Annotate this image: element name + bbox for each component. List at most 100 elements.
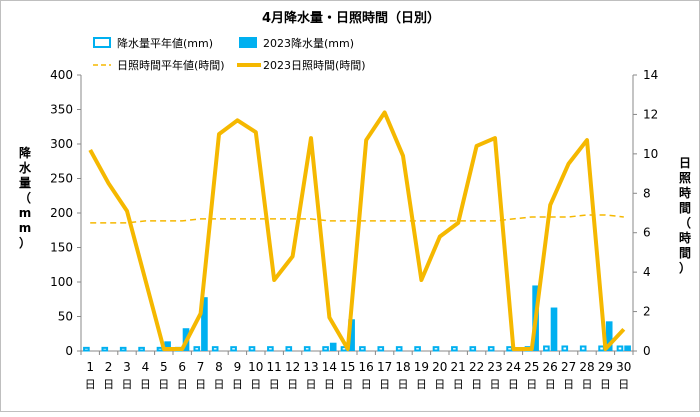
- legend-label: 2023降水量(mm): [263, 36, 354, 50]
- y-left-tick-label: 0: [65, 344, 73, 358]
- x-tick-label: 16: [359, 360, 374, 374]
- x-tick-label: 12: [285, 360, 300, 374]
- chart-title: 4月降水量・日照時間（日別）: [262, 10, 440, 26]
- y-left-tick-label: 150: [50, 241, 73, 255]
- y-left-title-char: m: [19, 221, 32, 235]
- axes: 050100150200250300350400024681012141日2日3…: [50, 68, 658, 391]
- x-tick-suffix: 日: [85, 378, 96, 391]
- x-tick-label: 2: [105, 360, 113, 374]
- bar-normal-precip: [543, 345, 550, 352]
- legend-label: 日照時間平年値(時間): [117, 58, 225, 72]
- x-tick-label: 22: [469, 360, 484, 374]
- bar-series: [83, 285, 631, 352]
- y-right-title: 日照時間（時間）: [679, 156, 691, 275]
- x-tick-label: 11: [267, 360, 282, 374]
- y-left-title-char: ）: [19, 235, 31, 250]
- x-tick-label: 19: [414, 360, 429, 374]
- x-tick-suffix: 日: [306, 378, 317, 391]
- x-tick-suffix: 日: [195, 378, 206, 391]
- x-tick-label: 10: [248, 360, 263, 374]
- y-right-tick-label: 8: [643, 186, 651, 200]
- x-tick-suffix: 日: [398, 378, 409, 391]
- y-right-title-char: 照: [679, 170, 691, 185]
- x-tick-label: 14: [322, 360, 337, 374]
- bar-normal-precip: [248, 346, 256, 352]
- x-tick-suffix: 日: [342, 378, 353, 391]
- y-right-title-char: 時: [679, 230, 691, 245]
- x-tick-suffix: 日: [103, 378, 114, 391]
- y-right-tick-label: 10: [643, 147, 658, 161]
- bar-normal-precip: [230, 346, 237, 352]
- legend-swatch-normal-precip: [93, 37, 111, 48]
- x-tick-suffix: 日: [269, 378, 280, 391]
- x-tick-suffix: 日: [545, 378, 556, 391]
- bar-normal-precip: [487, 346, 495, 352]
- x-tick-suffix: 日: [140, 378, 151, 391]
- line-series: [88, 110, 626, 352]
- y-left-title-char: m: [19, 206, 32, 220]
- x-tick-suffix: 日: [361, 378, 372, 391]
- bar-2023-precip: [348, 319, 355, 351]
- x-tick-label: 18: [395, 360, 410, 374]
- x-tick-suffix: 日: [563, 378, 574, 391]
- x-tick-label: 26: [543, 360, 558, 374]
- bar-normal-precip: [303, 346, 311, 352]
- y-left-tick-label: 400: [50, 68, 73, 82]
- bar-normal-precip: [359, 346, 366, 352]
- y-left-tick-label: 300: [50, 137, 73, 151]
- bar-normal-precip: [579, 345, 587, 352]
- x-tick-label: 20: [432, 360, 447, 374]
- x-tick-label: 27: [561, 360, 576, 374]
- bar-normal-precip: [616, 345, 624, 352]
- x-tick-label: 1: [86, 360, 94, 374]
- bar-normal-precip: [506, 346, 513, 352]
- x-tick-label: 6: [178, 360, 186, 374]
- bar-normal-precip: [267, 346, 274, 352]
- y-right-tick-label: 6: [643, 226, 651, 240]
- bar-2023-precip: [329, 342, 337, 351]
- bar-normal-precip: [451, 346, 458, 352]
- bar-normal-precip: [598, 345, 605, 352]
- x-tick-suffix: 日: [416, 378, 427, 391]
- y-right-tick-label: 2: [643, 305, 651, 319]
- legend-swatch-2023-precip: [239, 37, 257, 48]
- x-tick-suffix: 日: [618, 378, 629, 391]
- y-right-title-char: 日: [679, 156, 691, 170]
- x-tick-label: 24: [506, 360, 521, 374]
- bar-2023-precip: [624, 345, 631, 351]
- legend-label: 2023日照時間(時間): [263, 59, 366, 72]
- y-left-tick-label: 100: [50, 275, 73, 289]
- y-right-title-char: ）: [679, 260, 691, 275]
- bar-normal-precip: [119, 346, 127, 352]
- x-tick-label: 17: [377, 360, 392, 374]
- x-tick-suffix: 日: [453, 378, 464, 391]
- bar-2023-precip: [201, 297, 208, 351]
- x-tick-label: 15: [340, 360, 355, 374]
- x-tick-suffix: 日: [582, 378, 593, 391]
- x-tick-label: 7: [197, 360, 205, 374]
- axis-titles: 降水量（mm）日照時間（時間）: [19, 145, 691, 275]
- x-tick-suffix: 日: [526, 378, 537, 391]
- bar-normal-precip: [377, 346, 385, 352]
- y-left-title-char: 量: [19, 176, 31, 190]
- y-left-title: 降水量（mm）: [19, 145, 32, 250]
- y-left-title-char: （: [19, 190, 31, 205]
- bar-normal-precip: [469, 346, 477, 352]
- bar-normal-precip: [193, 346, 201, 352]
- bar-2023-precip: [164, 341, 171, 351]
- bar-2023-precip: [550, 307, 558, 351]
- y-right-title-char: （: [679, 215, 691, 230]
- x-tick-suffix: 日: [379, 378, 390, 391]
- x-tick-label: 23: [487, 360, 502, 374]
- x-tick-label: 25: [524, 360, 539, 374]
- y-left-tick-label: 200: [50, 206, 73, 220]
- x-tick-suffix: 日: [508, 378, 519, 391]
- x-tick-label: 8: [215, 360, 223, 374]
- x-tick-suffix: 日: [434, 378, 445, 391]
- x-tick-label: 5: [160, 360, 168, 374]
- y-right-tick-label: 4: [643, 265, 651, 279]
- x-tick-label: 29: [598, 360, 613, 374]
- y-right-tick-label: 14: [643, 68, 658, 82]
- x-tick-suffix: 日: [471, 378, 482, 391]
